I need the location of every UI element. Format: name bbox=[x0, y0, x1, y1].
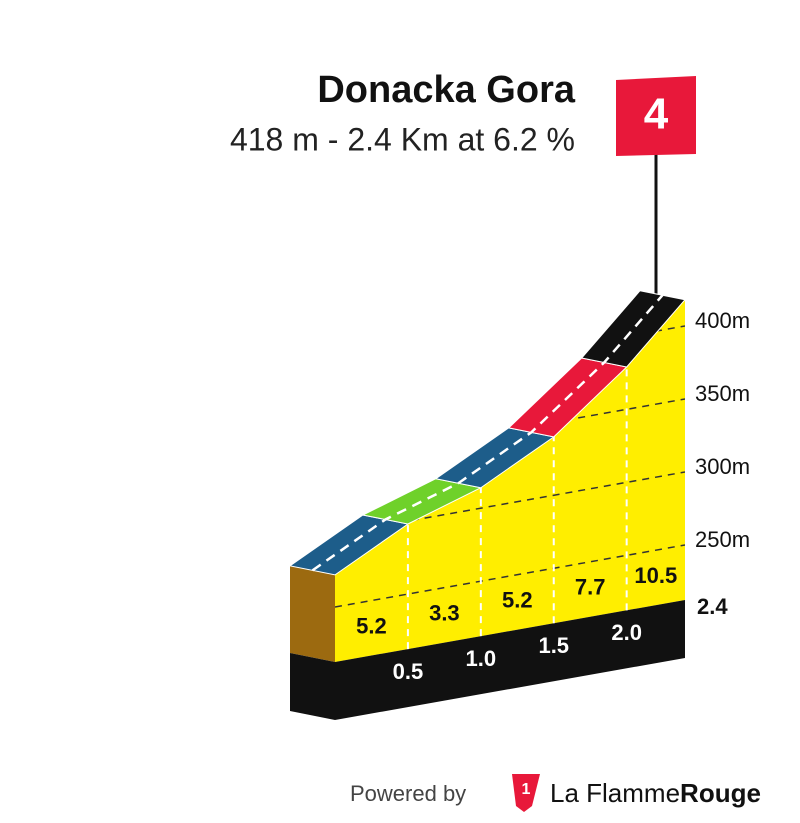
x-tick-label: 2.0 bbox=[611, 620, 642, 645]
logo-mark bbox=[512, 774, 540, 812]
chart-subtitle: 418 m - 2.4 Km at 6.2 % bbox=[230, 121, 575, 157]
brand-bold: Rouge bbox=[680, 778, 761, 808]
gradient-label: 10.5 bbox=[634, 563, 677, 588]
y-tick-label: 250m bbox=[695, 527, 750, 552]
segment bbox=[580, 290, 686, 368]
category-badge: 4 bbox=[644, 90, 669, 139]
y-tick-label: 300m bbox=[695, 454, 750, 479]
brand-light: La Flamme bbox=[550, 778, 680, 808]
gradient-label: 3.3 bbox=[429, 600, 460, 625]
side-base bbox=[290, 653, 335, 720]
center-line bbox=[311, 294, 664, 572]
logo-glyph: 1 bbox=[522, 781, 531, 798]
gradient-label: 5.2 bbox=[502, 588, 533, 613]
profile: 250m 300m 350m 400m 0.5 1.0 1.5 2.0 2.4 5.2 3.3 5.2… bbox=[288, 290, 750, 720]
x-tick-label: 1.0 bbox=[466, 646, 497, 671]
gradient-label: 5.2 bbox=[356, 613, 387, 638]
base-band bbox=[335, 600, 685, 720]
front-face bbox=[335, 299, 685, 662]
footer-brand: La FlammeRouge bbox=[550, 778, 761, 808]
footer-prefix: Powered by bbox=[350, 781, 466, 806]
x-tick-label: 0.5 bbox=[393, 659, 424, 684]
chart-title: Donacka Gora bbox=[317, 69, 576, 111]
gradient-label: 7.7 bbox=[575, 575, 606, 600]
y-tick-label: 350m bbox=[695, 381, 750, 406]
side-face bbox=[290, 565, 335, 662]
category-flag bbox=[616, 76, 696, 156]
x-tick-label: 1.5 bbox=[538, 633, 569, 658]
y-tick-label: 400m bbox=[695, 308, 750, 333]
x-tick-label: 2.4 bbox=[697, 594, 728, 619]
